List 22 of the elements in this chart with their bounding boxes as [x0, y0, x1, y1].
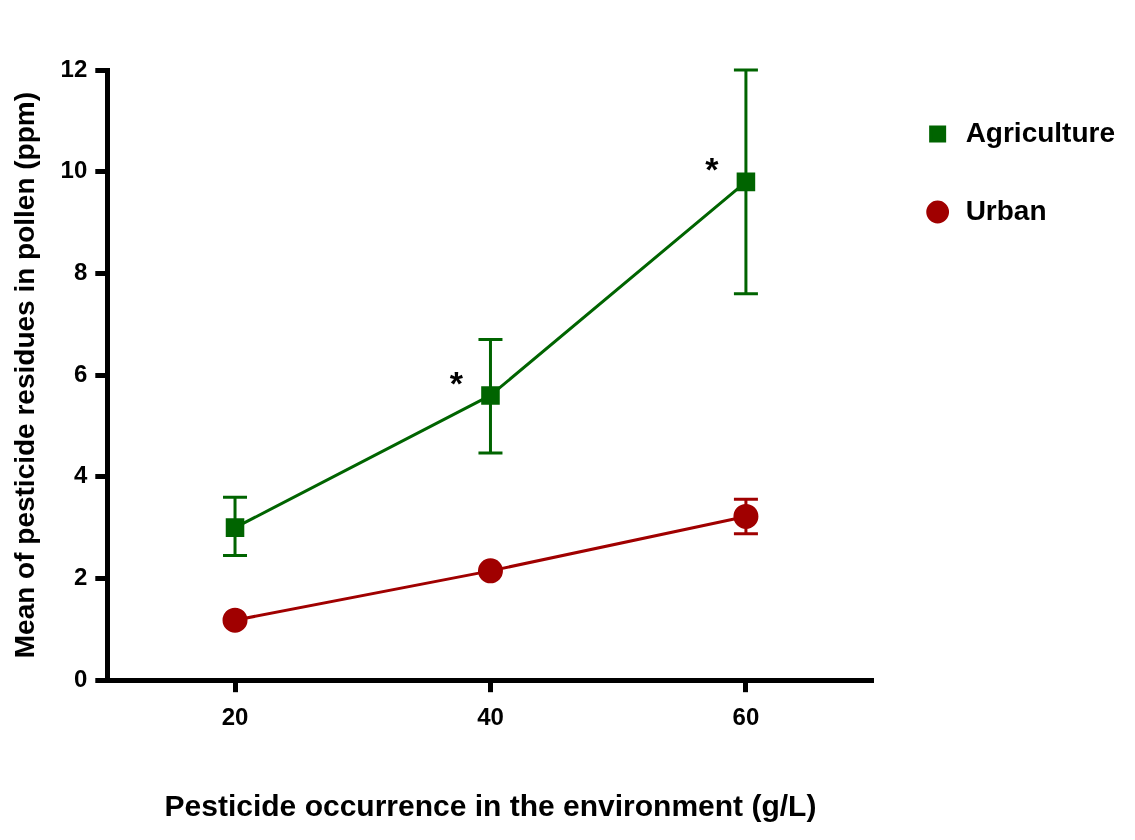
point [477, 558, 503, 584]
y-tick-label: 8 [73, 258, 88, 286]
y-tick-label: 10 [60, 156, 88, 184]
x-axis-title: Pesticide occurrence in the environment (g/L) [164, 789, 817, 823]
y-axis-title: Mean of pesticide residues in pollen (ppm) [8, 91, 40, 659]
x-tick-label: 20 [221, 703, 249, 731]
y-tick-label: 2 [73, 563, 88, 591]
x-tick-label: 40 [477, 703, 504, 731]
point [733, 503, 759, 529]
point [736, 172, 756, 192]
point [222, 607, 248, 633]
y-tick-label: 4 [73, 461, 88, 489]
point [225, 518, 245, 537]
y-tick-label: 0 [73, 664, 88, 692]
annotation: * [449, 363, 464, 402]
annotation: * [705, 150, 720, 189]
legend-label: Urban [965, 194, 1047, 226]
legend-label: Agriculture [965, 116, 1116, 148]
point [481, 386, 500, 405]
x-tick-label: 60 [732, 703, 760, 731]
y-tick-label: 12 [60, 54, 88, 82]
y-tick-label: 6 [73, 359, 88, 387]
